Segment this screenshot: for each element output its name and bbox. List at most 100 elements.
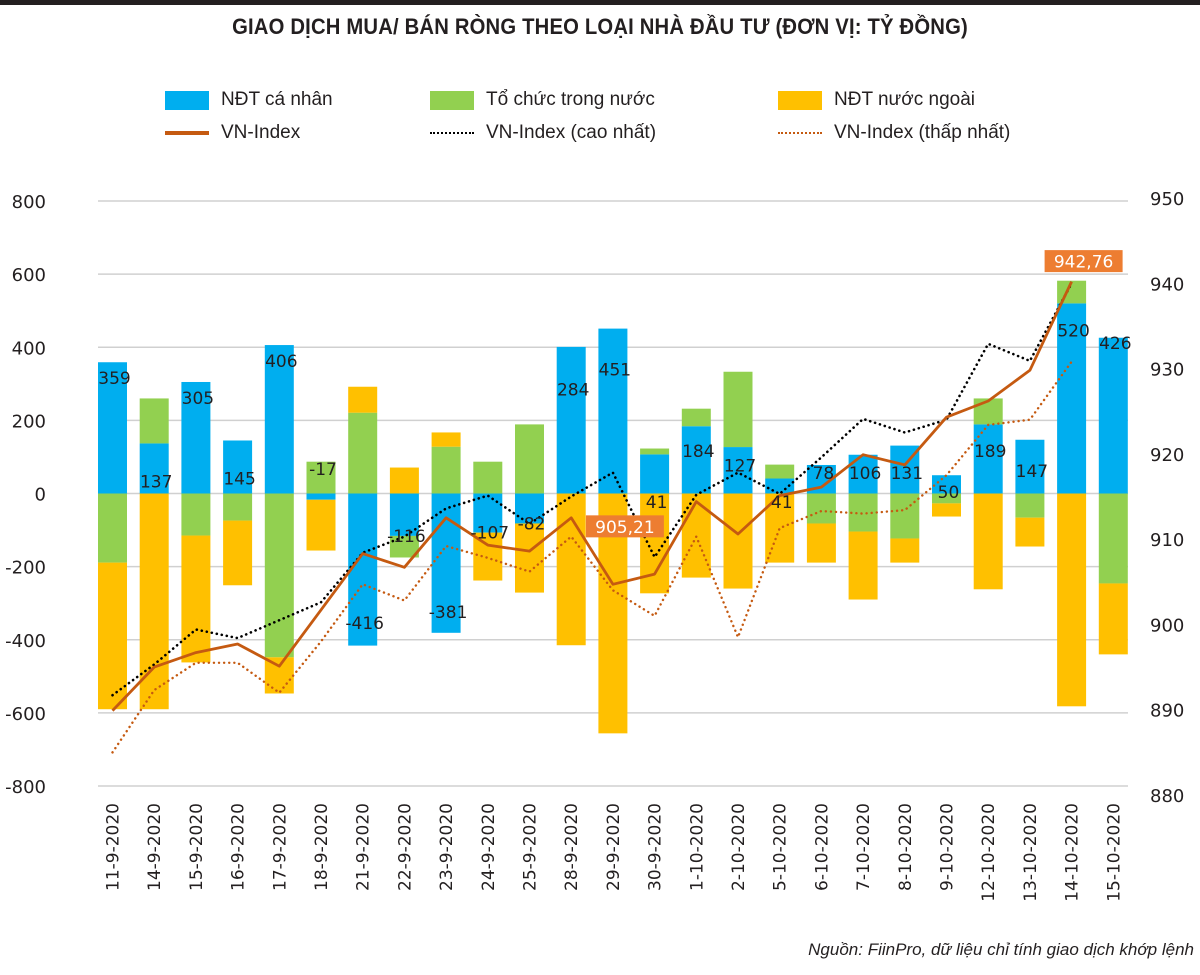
bar-foreign <box>848 531 878 600</box>
bar-domestic_inst <box>181 493 211 536</box>
bar-data-label: -17 <box>309 460 337 480</box>
annotation-bg <box>585 515 664 538</box>
bar-domestic_inst <box>723 371 753 448</box>
x-tick-label: 1-10-2020 <box>687 803 707 891</box>
x-tick-label: 28-9-2020 <box>562 803 582 891</box>
bar-domestic_inst <box>389 535 419 558</box>
bar-foreign <box>1098 583 1128 655</box>
chart-title: GIAO DỊCH MUA/ BÁN RÒNG THEO LOẠI NHÀ ĐẦ… <box>232 14 968 39</box>
legend-label: NĐT nước ngoài <box>834 89 975 110</box>
x-tick-label: 13-10-2020 <box>1021 803 1041 902</box>
x-tick-label: 15-10-2020 <box>1104 803 1124 902</box>
annotation-label: 905,21 <box>585 515 664 538</box>
x-tick-label: 24-9-2020 <box>479 803 499 891</box>
x-tick-label: 22-9-2020 <box>395 803 415 891</box>
bar-domestic_inst <box>681 408 711 427</box>
legend-item-domestic-inst: Tổ chức trong nước <box>430 89 655 111</box>
left-tick-label: -600 <box>5 704 46 725</box>
bar-individual <box>681 426 711 494</box>
bar-domestic_inst <box>348 412 378 494</box>
bar-individual <box>98 362 127 494</box>
bar-individual <box>556 346 586 494</box>
bar-data-label: 184 <box>682 442 714 462</box>
bar-domestic_inst <box>306 461 336 494</box>
bar-data-label: -116 <box>387 527 426 547</box>
bar-domestic_inst <box>765 464 795 479</box>
right-axis-ticks: 950 940 930 920 910 900 890 880 <box>1150 189 1184 807</box>
x-tick-label: 15-9-2020 <box>187 803 207 891</box>
line-vnindex_low <box>111 360 1073 754</box>
legend-item-individual: NĐT cá nhân <box>165 89 333 111</box>
bar-data-label: 50 <box>938 483 960 503</box>
left-axis-ticks: 800 600 400 200 0 -200 -400 -600 -800 <box>5 192 46 798</box>
legend-line-vnindex-low <box>778 132 822 134</box>
right-tick-label: 950 <box>1150 189 1184 210</box>
bar-individual <box>181 381 211 494</box>
bar-foreign <box>556 493 586 646</box>
left-tick-label: 400 <box>12 338 46 359</box>
bar-foreign <box>806 523 836 563</box>
left-tick-label: 800 <box>12 192 46 213</box>
bar-data-label: 41 <box>646 493 668 513</box>
bar-domestic_inst <box>848 493 878 532</box>
x-tick-label: 12-10-2020 <box>979 803 999 902</box>
bar-data-label: -82 <box>518 514 546 534</box>
bar-data-label: 305 <box>182 389 214 409</box>
bar-domestic_inst <box>1098 493 1128 584</box>
left-tick-label: 200 <box>12 411 46 432</box>
legend-label: VN-Index (cao nhất) <box>486 122 657 143</box>
x-tick-label: 25-9-2020 <box>521 803 541 891</box>
bar-individual <box>598 328 628 494</box>
bar-foreign <box>890 538 920 563</box>
legend-swatch-domestic-inst <box>430 90 474 110</box>
left-tick-label: -400 <box>5 631 46 652</box>
bar-foreign <box>932 503 961 517</box>
bar-individual <box>306 493 336 500</box>
bar-domestic_inst <box>264 493 294 658</box>
bar-domestic_inst <box>431 446 461 494</box>
x-tick-label: 17-9-2020 <box>270 803 290 891</box>
bar-individual <box>1098 337 1128 494</box>
bar-foreign <box>1057 493 1087 707</box>
line-vnindex_high <box>111 281 1073 697</box>
bar-data-label: 451 <box>599 361 631 381</box>
bar-domestic_inst <box>515 424 544 494</box>
bar-foreign <box>515 523 544 593</box>
bar-domestic_inst <box>139 398 169 444</box>
bar-individual <box>348 493 378 646</box>
bar-individual <box>139 443 169 494</box>
bar-individual <box>932 475 961 494</box>
bar-data-label: 41 <box>771 493 793 513</box>
x-tick-label: 30-9-2020 <box>646 803 666 891</box>
left-tick-label: 0 <box>35 485 46 506</box>
bar-data-label: 131 <box>891 464 923 484</box>
bar-domestic_inst <box>1015 493 1045 518</box>
bar-individual <box>473 493 503 533</box>
bar-data-label: 127 <box>724 457 756 477</box>
bar-foreign <box>973 493 1003 590</box>
bar-domestic_inst <box>806 493 836 524</box>
x-tick-label: 14-10-2020 <box>1063 803 1083 902</box>
bar-domestic_inst <box>473 461 503 494</box>
annotation-bg <box>1044 250 1123 273</box>
bar-data-label: 426 <box>1099 334 1131 354</box>
x-axis-labels: 11-9-2020 14-9-2020 15-9-2020 16-9-2020 17-9… <box>104 803 1125 902</box>
bar-foreign <box>306 499 336 551</box>
x-tick-label: 29-9-2020 <box>604 803 624 891</box>
annotation-text: 942,76 <box>1054 253 1113 273</box>
x-tick-label: 6-10-2020 <box>812 803 832 891</box>
bar-data-label: 145 <box>223 469 255 489</box>
legend-line-vnindex <box>165 131 209 135</box>
bar-foreign <box>473 532 503 581</box>
bar-individual <box>640 454 670 494</box>
right-tick-label: 920 <box>1150 445 1184 466</box>
top-border <box>0 0 1200 5</box>
annotations: 905,21 942,76 <box>585 250 1123 538</box>
bar-data-label: 284 <box>557 381 589 401</box>
bar-individual <box>1015 439 1045 494</box>
right-tick-label: 930 <box>1150 360 1184 381</box>
bar-foreign <box>264 657 294 694</box>
bar-domestic_inst <box>932 493 961 504</box>
right-tick-label: 940 <box>1150 274 1184 295</box>
